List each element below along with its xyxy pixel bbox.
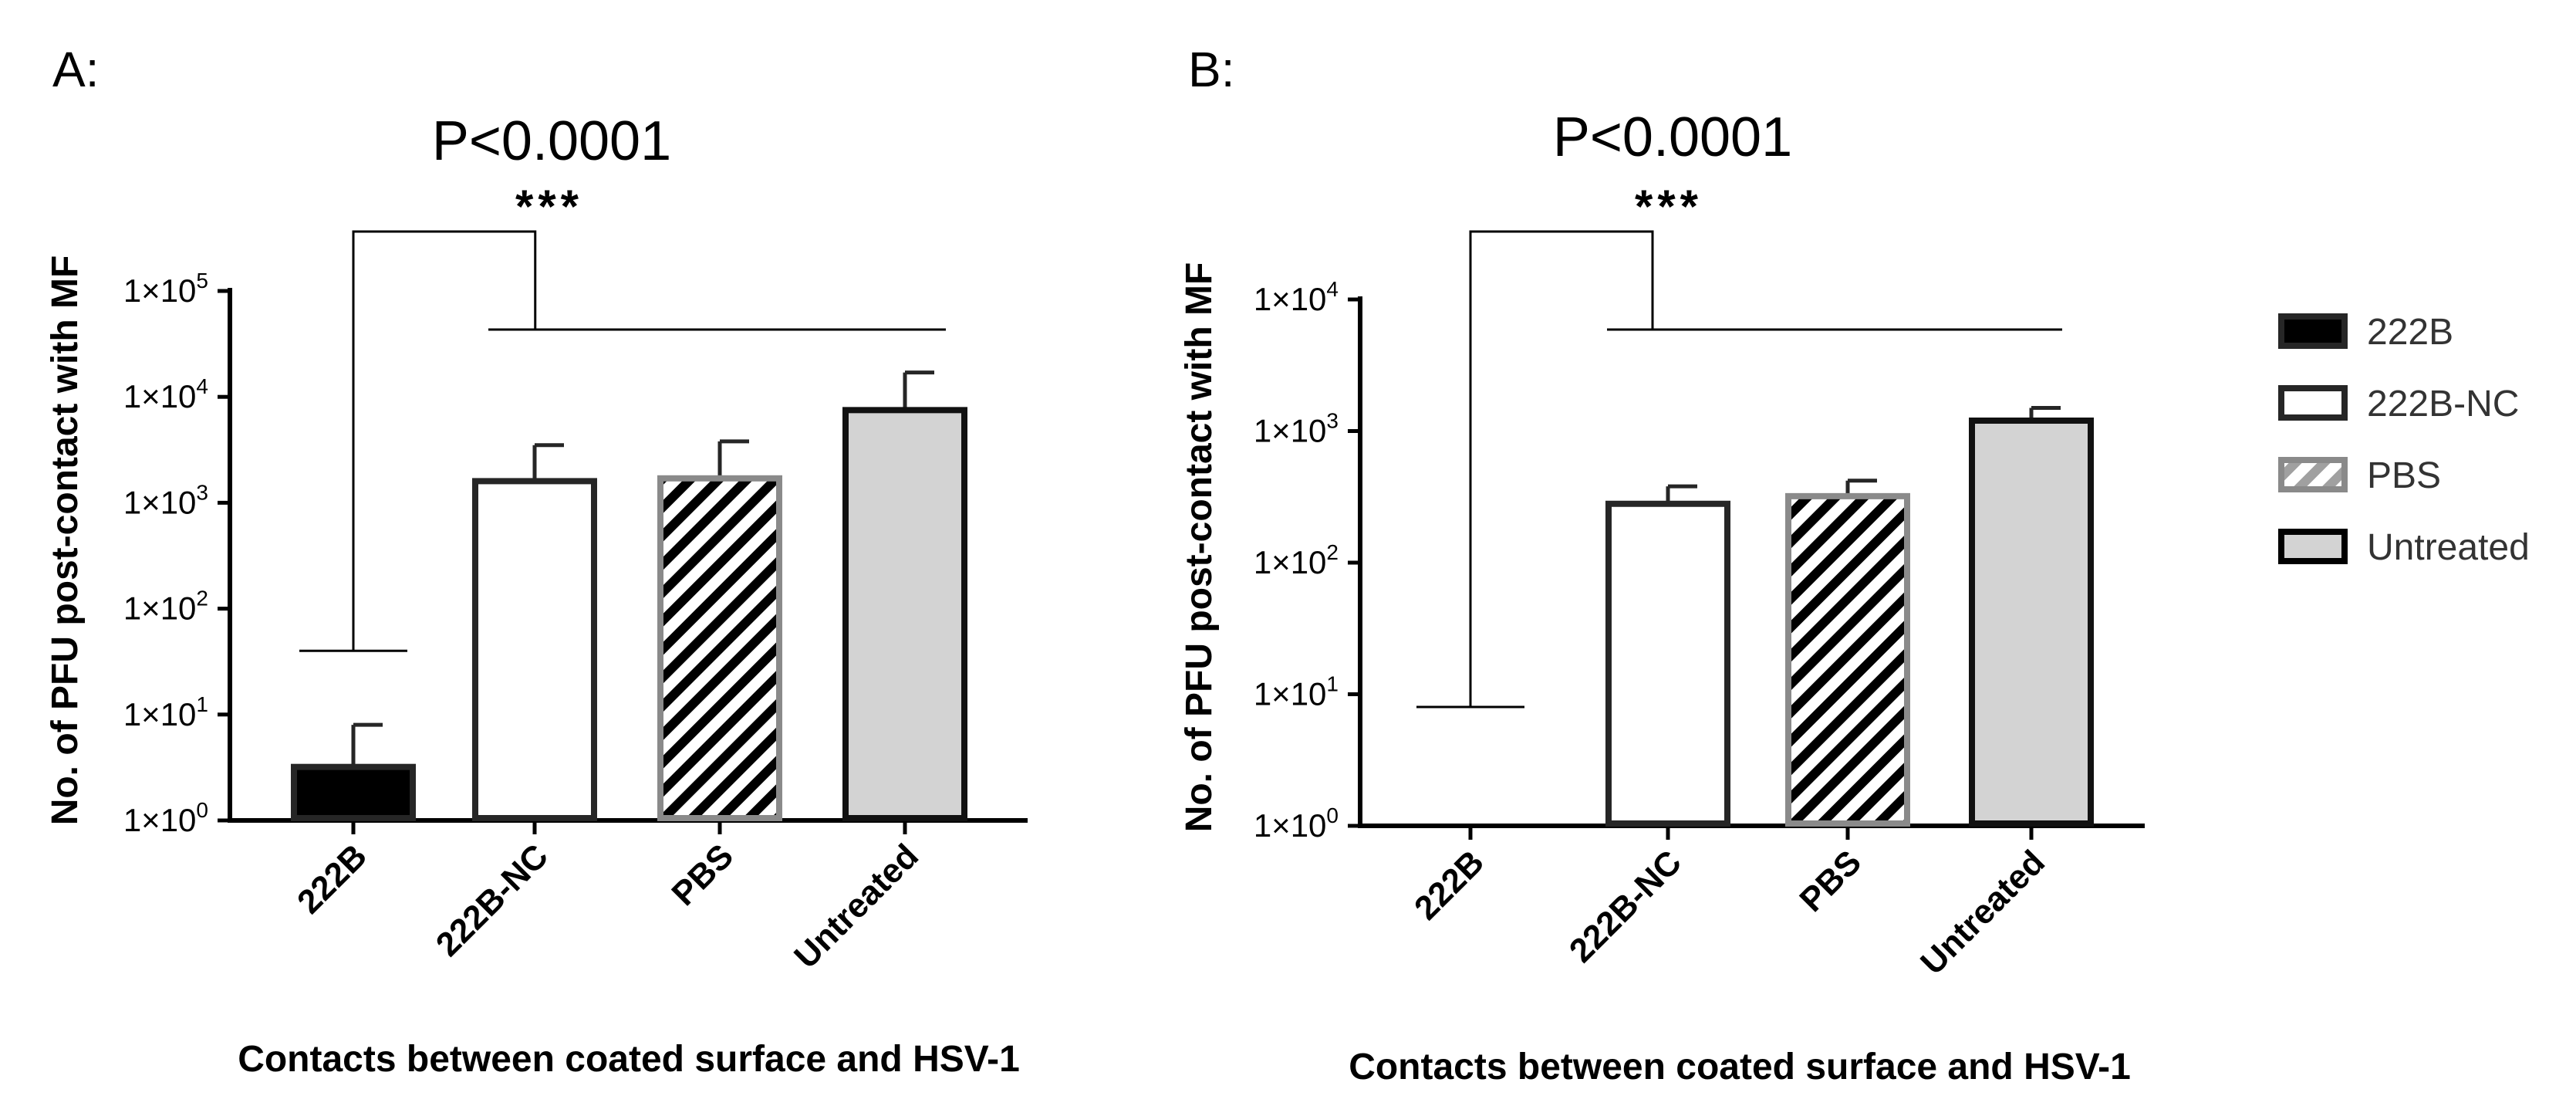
panel-a-bar-pbs [657,475,782,821]
panel-b-y-tick-label-1: 1×101 [1254,672,1339,712]
panel-b-y-tick-label-4: 1×104 [1254,277,1339,317]
panel-b-category-label-222b: 222B [1407,843,1491,927]
legend-swatch-222b [2278,313,2348,349]
legend: 222B 222B-NC PBS Untreated [2278,312,2530,568]
panel-a-p-value: P<0.0001 [432,110,671,172]
legend-swatch-untreated [2278,529,2348,564]
panel-a-label: A: [52,42,99,97]
panel-a-bar-222b [291,763,416,821]
panel-a-category-label-222b: 222B [290,837,374,921]
panel-b-y-axis-title: No. of PFU post-contact with MF [1179,262,1220,833]
panel-b-x-axis-title: Contacts between coated surface and HSV-… [1349,1047,2131,1087]
panel-a-y-tick-label-1: 1×101 [123,692,208,732]
panel-b-bar-pbs [1785,492,1910,827]
panel-b-category-label-222b-nc: 222B-NC [1562,843,1689,969]
panel-b-significance-bracket [1469,230,1654,708]
panel-a-y-tick-label-0: 1×100 [123,798,208,838]
panel-a-x-axis-title: Contacts between coated surface and HSV-… [238,1039,1020,1080]
legend-item-222b-nc: 222B-NC [2278,384,2519,424]
panel-b-bar-222b-nc [1605,500,1730,827]
panel-a-bar-222b-nc [472,478,597,821]
legend-swatch-222b-nc [2278,385,2348,421]
panel-a-category-label-222b-nc: 222B-NC [429,837,555,963]
panel-a-category-label-pbs: PBS [664,837,741,913]
panel-a-y-tick-label-5: 1×105 [123,269,208,309]
panel-b-category-label-pbs: PBS [1792,843,1869,919]
panel-a-bar-untreated [842,407,967,821]
panel-b-label: B: [1188,42,1234,97]
panel-b-category-label-untreated: Untreated [1913,843,2052,982]
panel-b-significance-stars: *** [1635,181,1703,232]
panel-b-y-tick-label-2: 1×102 [1254,540,1339,580]
panel-a-significance-stars: *** [515,181,583,232]
panel-b-chart: B: P<0.0001 *** 1×100 1×101 1×102 1×103 1×104 22… [1179,42,2145,1087]
legend-item-untreated: Untreated [2278,527,2530,568]
panel-a-y-tick-label-3: 1×103 [123,480,208,520]
panel-b-p-value: P<0.0001 [1553,107,1792,168]
legend-label-222b-nc: 222B-NC [2367,384,2519,424]
legend-swatch-pbs [2278,457,2348,492]
panel-a-y-axis-title: No. of PFU post-contact with MF [45,255,86,826]
panel-a-y-tick-label-2: 1×102 [123,587,208,627]
legend-label-222b: 222B [2367,312,2453,353]
legend-item-222b: 222B [2278,312,2453,353]
panel-a-chart: A: P<0.0001 *** 1×100 1×101 1×102 1×103 1×104 1×… [45,42,1028,1080]
panel-a-significance-bracket [352,230,537,651]
panel-b-y-tick-label-3: 1×103 [1254,409,1339,449]
panel-b-y-tick-label-0: 1×100 [1254,803,1339,844]
panel-a-category-label-untreated: Untreated [787,837,926,976]
legend-label-untreated: Untreated [2367,527,2530,568]
legend-item-pbs: PBS [2278,455,2441,496]
panel-a-y-tick-label-4: 1×104 [123,374,208,414]
panel-b-bar-untreated [1969,417,2094,827]
legend-label-pbs: PBS [2367,455,2441,496]
